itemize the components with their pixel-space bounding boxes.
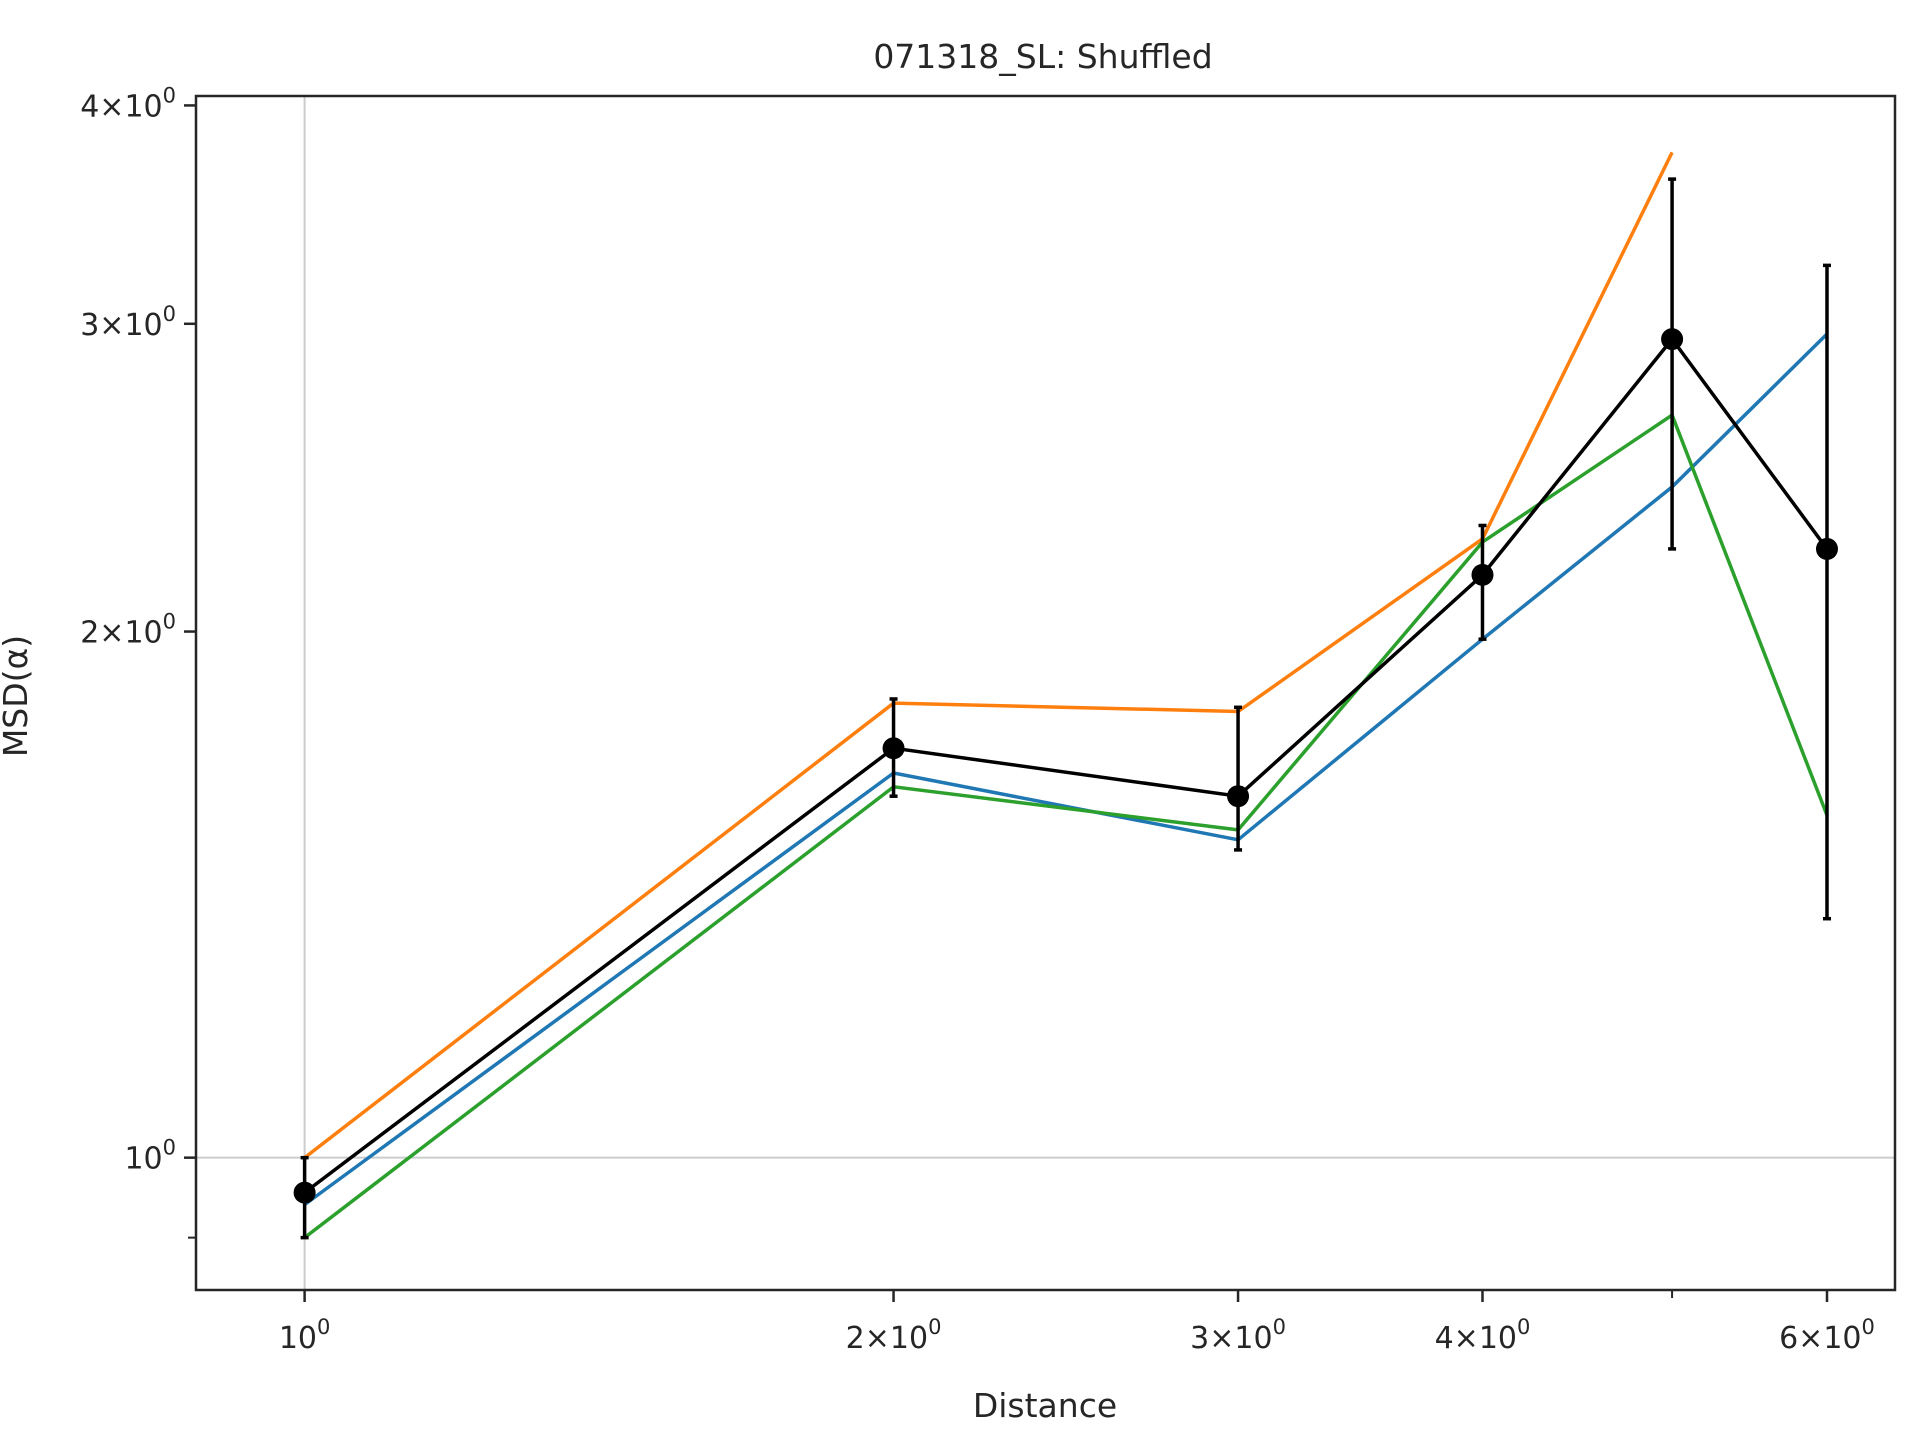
y-axis: 100 2×100 3×100 4×100 xyxy=(80,83,196,1239)
tick-label: 3×100 xyxy=(80,302,176,343)
tick-label: 6×100 xyxy=(1779,1315,1875,1356)
tick-label: 100 xyxy=(124,1136,176,1177)
mean-point xyxy=(1661,328,1684,351)
tick-label: 4×100 xyxy=(80,83,176,124)
tick-label: 4×100 xyxy=(1435,1315,1531,1356)
mean-point xyxy=(1471,563,1494,586)
errorbar-layer xyxy=(300,177,1831,1240)
mean-point xyxy=(293,1181,316,1204)
tick-label: 100 xyxy=(279,1315,331,1356)
marker-layer xyxy=(293,328,1838,1204)
tick-label: 3×100 xyxy=(1190,1315,1286,1356)
x-axis: 100 2×100 3×100 4×100 6×100 xyxy=(279,1290,1875,1356)
series-layer xyxy=(303,151,1829,1239)
mean-series-line xyxy=(303,336,1829,1194)
series-line-0 xyxy=(303,332,1829,1207)
tick-label: 2×100 xyxy=(846,1315,942,1356)
plot-frame xyxy=(194,94,1897,1292)
x-axis-label: Distance xyxy=(973,1386,1117,1425)
tick-label: 2×100 xyxy=(80,610,176,651)
y-axis-label: MSD(α) xyxy=(0,635,35,757)
mean-point xyxy=(1227,785,1250,808)
mean-point xyxy=(882,737,905,760)
mean-point xyxy=(1815,537,1838,560)
reference-lines xyxy=(196,96,1895,1290)
chart-title: 071318_SL: Shuffled xyxy=(873,37,1212,76)
